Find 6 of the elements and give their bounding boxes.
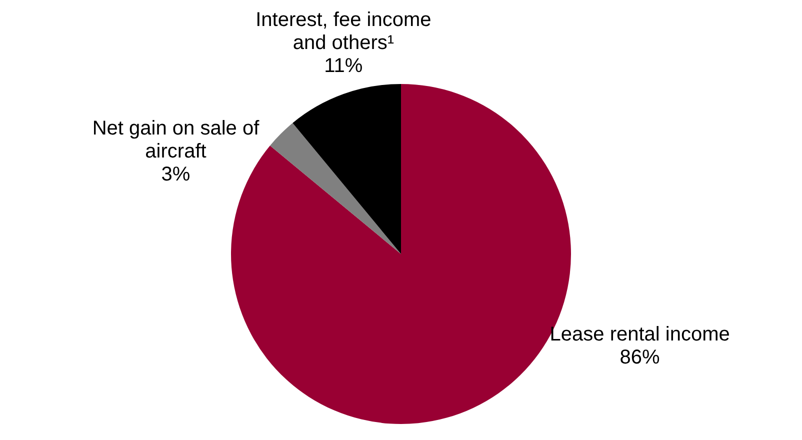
slice-label: Lease rental income (550, 323, 730, 346)
slice-label: Net gain on sale of aircraft (92, 117, 260, 162)
slice-label: Interest, fee income and others¹ (256, 9, 432, 54)
data-label: 11% (324, 55, 363, 78)
data-label: 86% (620, 346, 660, 368)
data-label: 3% (161, 163, 190, 186)
